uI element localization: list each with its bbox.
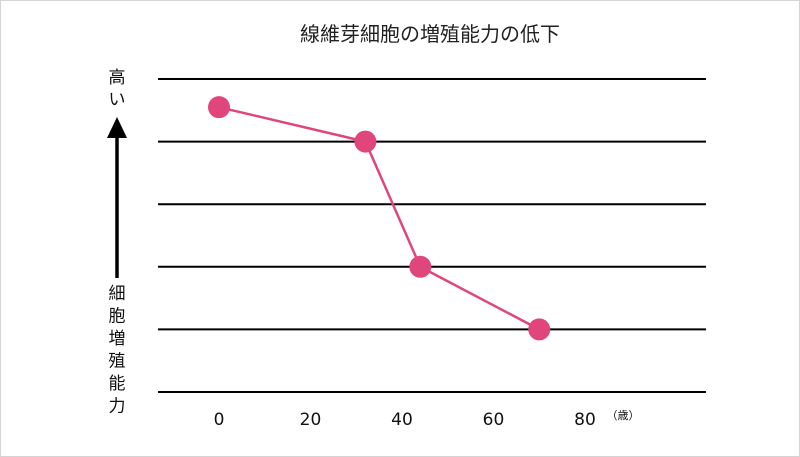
series-layer bbox=[208, 96, 551, 341]
chart-title: 線維芽細胞の増殖能力の低下 bbox=[300, 22, 560, 46]
x-tick-label: 80 bbox=[574, 410, 596, 430]
y-label-top: 高い bbox=[109, 68, 126, 110]
x-tick-label: 60 bbox=[483, 410, 505, 430]
data-point bbox=[208, 96, 230, 119]
y-direction-arrow bbox=[107, 117, 127, 278]
y-label-bottom: 細胞増殖能力 bbox=[109, 284, 126, 417]
series-line bbox=[218, 105, 540, 331]
data-point bbox=[354, 130, 377, 153]
y-arrow-head bbox=[107, 117, 127, 138]
x-tick-label: 40 bbox=[391, 410, 413, 430]
x-tick-label: 20 bbox=[300, 410, 322, 430]
data-point bbox=[409, 255, 432, 278]
x-tick-labels: 0 20 40 60 80 bbox=[214, 410, 596, 430]
x-tick-label: 0 bbox=[214, 410, 225, 430]
data-point bbox=[528, 318, 551, 341]
x-axis-unit: （歳） bbox=[607, 409, 640, 422]
gridlines bbox=[158, 78, 706, 393]
